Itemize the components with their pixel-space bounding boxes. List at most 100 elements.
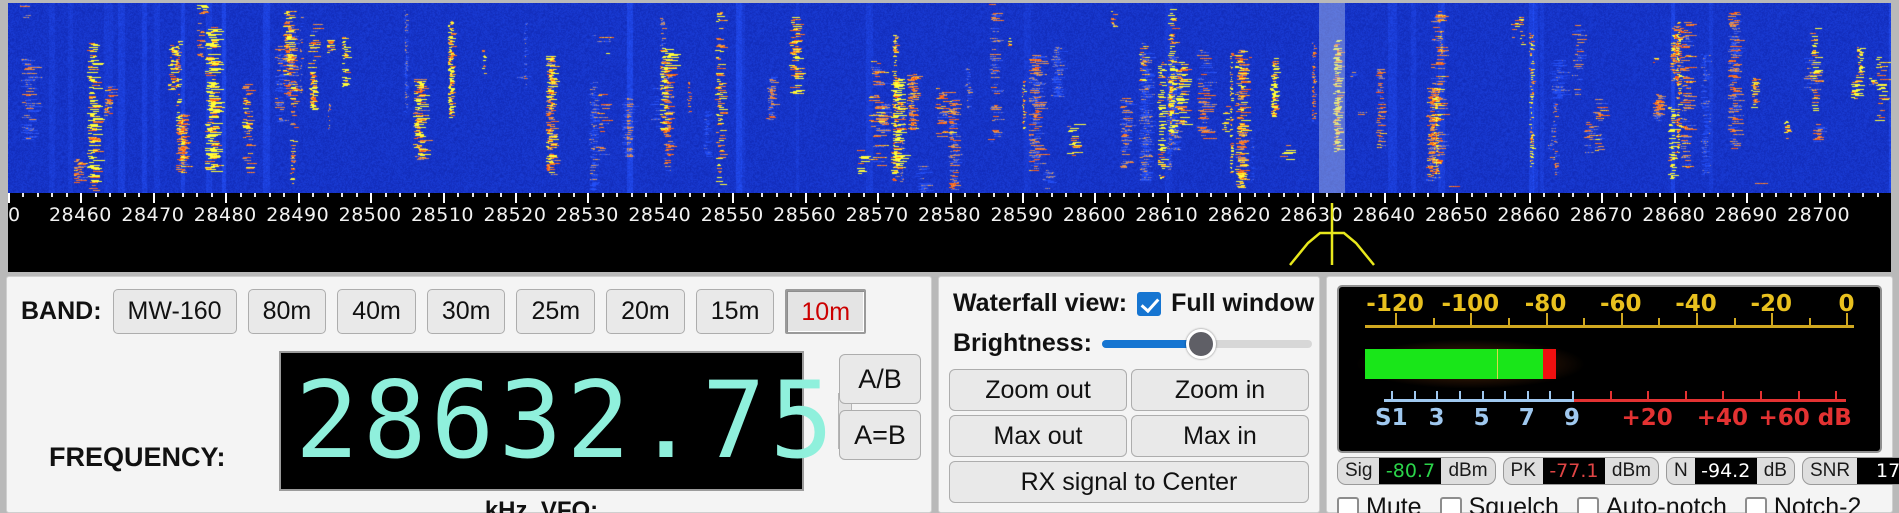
checkbox-box[interactable]	[1576, 496, 1599, 513]
waterfall-canvas[interactable]	[8, 3, 1891, 193]
frequency-display[interactable]: 28632.75	[279, 351, 852, 491]
scale-minor-tick	[1427, 193, 1430, 197]
scale-minor-tick	[630, 193, 633, 197]
scale-label: 28610	[1135, 204, 1199, 226]
checkbox-box[interactable]	[1337, 496, 1359, 513]
max-in-button[interactable]: Max in	[1131, 415, 1309, 457]
dbm-tick	[1432, 318, 1435, 326]
brightness-slider-fill	[1101, 339, 1201, 348]
s-tick-plus	[1759, 391, 1762, 402]
scale-minor-tick	[1485, 193, 1488, 197]
scale-major-tick	[877, 193, 880, 203]
zoom-button-grid: Zoom out Zoom in Max out Max in RX signa…	[949, 369, 1309, 503]
zoom-out-button[interactable]: Zoom out	[949, 369, 1127, 411]
scale-minor-tick	[963, 193, 966, 197]
scale-label: 28590	[990, 204, 1054, 226]
scale-minor-tick	[1210, 193, 1213, 197]
scale-label: 28670	[1569, 204, 1633, 226]
scale-major-tick	[659, 193, 662, 203]
scale-minor-tick	[529, 193, 532, 197]
band-button-20m[interactable]: 20m	[606, 289, 685, 334]
band-selector: BAND: MW-160 80m 40m 30m 25m 20m 15m 10m	[21, 289, 867, 334]
checkbox-label: Notch-2	[1773, 493, 1862, 513]
scale-label: 28480	[193, 204, 257, 226]
s-scale-label: +60 dB	[1758, 405, 1852, 431]
scale-major-tick	[80, 193, 83, 203]
scale-major-tick	[442, 193, 445, 203]
full-window-checkbox[interactable]	[1137, 291, 1162, 316]
s-tick-plus	[1684, 391, 1687, 402]
checkbox-box[interactable]	[1439, 496, 1462, 513]
scale-minor-tick	[428, 193, 431, 197]
scale-minor-tick	[1369, 193, 1372, 197]
waterfall-display[interactable]	[8, 3, 1891, 193]
s-tick-plus	[1797, 391, 1800, 402]
scale-minor-tick	[1181, 193, 1184, 197]
scale-minor-tick	[123, 193, 126, 197]
checkbox-mute[interactable]: Mute	[1337, 493, 1422, 513]
checkbox-box[interactable]	[1744, 496, 1767, 513]
signal-meter-pane: -120 -100 -80 -60 -40 -20 0 S1 3 5 7 9 +20 +40 +60 dB…	[1326, 276, 1899, 513]
scale-label: 28620	[1207, 204, 1271, 226]
brightness-slider-knob[interactable]	[1185, 328, 1216, 359]
scale-minor-tick	[1195, 193, 1198, 197]
scale-label: 28530	[555, 204, 619, 226]
scale-minor-tick	[1108, 193, 1111, 197]
checkbox-auto-notch[interactable]: Auto-notch	[1576, 493, 1727, 513]
scale-minor-tick	[1224, 193, 1227, 197]
scale-minor-tick	[181, 193, 184, 197]
scale-major-tick	[152, 193, 155, 203]
s-tick-plus	[1722, 391, 1725, 402]
dbm-tick	[1620, 313, 1623, 326]
band-button-80m[interactable]: 80m	[247, 289, 327, 334]
band-button-30m[interactable]: 30m	[426, 289, 506, 334]
scale-minor-tick	[399, 193, 402, 197]
checkbox-squelch[interactable]: Squelch	[1439, 493, 1559, 513]
rx-signal-to-center-button[interactable]: RX signal to Center	[949, 461, 1309, 503]
vfo-aeqb-button[interactable]: A=B	[839, 410, 921, 460]
brightness-slider[interactable]	[1101, 328, 1312, 359]
scale-minor-tick	[1615, 193, 1618, 197]
scale-label: 28520	[483, 204, 547, 226]
s-axis-line-red	[1571, 399, 1847, 402]
scale-major-tick	[732, 193, 735, 203]
band-button-10m[interactable]: 10m	[785, 289, 867, 334]
zoom-in-button[interactable]: Zoom in	[1131, 369, 1309, 411]
readout-key: SNR	[1809, 460, 1851, 481]
scale-major-tick	[1746, 193, 1749, 203]
frequency-scale[interactable]: 50 28460 28470 28480 28490 28500 28510 28520 285…	[8, 193, 1891, 272]
scale-minor-tick	[471, 193, 474, 197]
s-tick	[1571, 391, 1574, 402]
scale-minor-tick	[1847, 193, 1850, 197]
dbm-tick	[1583, 318, 1586, 326]
readout-value: 17	[1857, 458, 1899, 484]
scale-minor-tick	[312, 193, 315, 197]
dbm-tick	[1395, 313, 1398, 326]
readout-n: N -94.2 dB	[1665, 457, 1795, 485]
vfo-ab-button[interactable]: A/B	[839, 354, 921, 404]
band-button-40m[interactable]: 40m	[337, 289, 416, 334]
dbm-tick	[1846, 313, 1849, 326]
scale-minor-tick	[239, 193, 242, 197]
band-button-mw-160[interactable]: MW-160	[112, 289, 237, 334]
scale-minor-tick	[1557, 193, 1560, 197]
meter-bar-red	[1542, 349, 1557, 379]
band-button-15m[interactable]: 15m	[695, 289, 775, 334]
scale-label: 28510	[411, 204, 475, 226]
s-tick	[1413, 391, 1416, 402]
scale-major-tick	[1094, 193, 1097, 203]
scale-minor-tick	[1630, 193, 1633, 197]
scale-minor-tick	[1297, 193, 1300, 197]
scale-minor-tick	[1050, 193, 1053, 197]
max-out-button[interactable]: Max out	[949, 415, 1127, 457]
scale-label: 28540	[628, 204, 692, 226]
scale-minor-tick	[1007, 193, 1010, 197]
checkbox-notch-2[interactable]: Notch-2	[1744, 493, 1862, 513]
scale-minor-tick	[1441, 193, 1444, 197]
scale-minor-tick	[790, 193, 793, 197]
band-button-25m[interactable]: 25m	[516, 289, 596, 334]
dbm-scale-label: -100	[1441, 291, 1500, 317]
scale-minor-tick	[1804, 193, 1807, 197]
s-scale-label: 5	[1473, 405, 1490, 431]
s-tick	[1526, 391, 1529, 402]
